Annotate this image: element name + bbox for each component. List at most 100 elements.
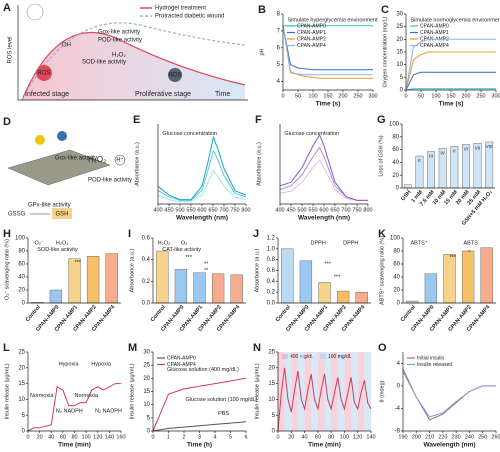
annotation: Simulate hyperglycemia environment — [288, 18, 379, 24]
bar — [86, 256, 100, 304]
x-tick-label: 550 — [186, 207, 195, 213]
gsh-box — [52, 208, 72, 219]
series-line — [157, 149, 247, 201]
y-label: ROS level — [8, 36, 14, 63]
band — [324, 352, 332, 431]
y-tick-label: 5 — [147, 415, 151, 421]
bar — [443, 254, 456, 304]
x-tick-label: 120 — [93, 434, 102, 440]
diagram-a: A ROS level Hydrogel treatment Protracte… — [3, 2, 248, 101]
x-tick-label: 50 — [295, 93, 301, 99]
y-tick-label: 5 — [272, 413, 276, 419]
y-tick-label: 25 — [396, 24, 403, 30]
x-axis-label: Time (s) — [439, 101, 464, 108]
treatment-curve — [21, 31, 246, 101]
series-line — [279, 146, 368, 201]
y-tick-label: 4 — [277, 79, 281, 85]
annotation: ** — [204, 268, 209, 274]
bar — [211, 273, 225, 304]
y-tick-label: 25 — [18, 350, 25, 356]
x-tick-label: 600 — [319, 207, 328, 213]
enzyme-icon — [57, 131, 67, 141]
y-tick-label: 20 — [268, 365, 275, 371]
panel: L Insulin release (μg/mL) 0 5 10 15 20 25 0 20 40 6… — [3, 342, 126, 449]
series-line — [27, 383, 121, 432]
annotation: *** — [450, 255, 457, 261]
annotation: O₂ — [181, 241, 187, 247]
bar — [318, 282, 331, 304]
x-tick-label: 200 — [338, 93, 347, 99]
y-tick-label: 0 — [397, 301, 401, 307]
x-tick-label: 0 — [151, 434, 154, 440]
annotation: Glucose solution (400 mg/dL) — [167, 367, 239, 373]
x-tick-label: 100 — [431, 93, 440, 99]
legend-label: 100 mg/dL — [328, 354, 352, 360]
axis — [27, 238, 121, 304]
x-tick-label: 650 — [330, 207, 339, 213]
y-tick-label: 0.8 — [267, 257, 276, 263]
x-tick-label: 100 — [82, 434, 91, 440]
y-tick-label: 6 — [277, 45, 281, 51]
y-tick-label: 15 — [143, 389, 150, 395]
annotation: Hypoxia — [91, 361, 112, 367]
x-tick-label: 100 — [340, 434, 349, 440]
band — [284, 352, 292, 431]
y-axis-label: Loss of GSH (%) — [378, 135, 384, 176]
panel-letter: B — [258, 4, 266, 16]
bar-label: IV — [441, 151, 445, 156]
bar — [49, 289, 63, 304]
y-tick-label: 0.6 — [267, 268, 276, 274]
ros-bubble — [168, 68, 182, 82]
panel-letter: F — [255, 114, 262, 126]
y-tick-label: 0 — [400, 88, 404, 94]
panel: E Absorbance (a.u.) 400 450 500 550 600 650 700 7… — [133, 114, 251, 222]
bar — [424, 273, 438, 304]
panel-letter: K — [378, 228, 386, 240]
panel-letter: L — [3, 342, 10, 354]
x-tick-label: 230 — [452, 434, 461, 440]
y-axis-label: Insulin release (μg/mL) — [254, 363, 260, 419]
x-tick-label: 140 — [105, 434, 114, 440]
y-tick-label: 25 — [268, 350, 275, 356]
annotation: DPPH· — [311, 241, 328, 247]
x-tick-label: 500 — [175, 207, 184, 213]
x-tick-label: Control — [400, 304, 417, 323]
x-tick-label: 400 — [153, 207, 162, 213]
series-line — [279, 159, 368, 201]
legend-label: CPAN-AMP0 — [167, 355, 196, 361]
x-tick-label: 60 — [60, 434, 66, 440]
x-axis-label: Wavelength (nm) — [176, 215, 228, 222]
y-tick-label: 0 — [397, 383, 401, 389]
series-line — [402, 371, 496, 418]
x-tick-label: Control — [25, 304, 42, 323]
label: SOD-like activity — [82, 60, 126, 66]
y-tick-label: 8 — [277, 12, 281, 18]
bar — [461, 250, 475, 304]
y-tick-label: 100 — [15, 236, 26, 242]
y-tick-label: -8 — [395, 429, 401, 435]
label: Time — [215, 91, 230, 98]
label: Gox-like activity — [98, 30, 140, 36]
y-tick-label: 0.2 — [142, 279, 151, 285]
y-tick-label: 5 — [400, 75, 404, 81]
x-tick-label: 100 — [308, 93, 317, 99]
x-tick-label: 50 — [418, 93, 424, 99]
x-tick-label: 120 — [353, 434, 362, 440]
y-tick-label: 20 — [392, 173, 399, 179]
annotation: SOD-like activity — [37, 247, 78, 253]
annotation: ·O₂⁻ — [33, 241, 44, 247]
x-tick-label: 0 — [404, 93, 407, 99]
y-axis-label: Absorbance (a.u.) — [134, 142, 140, 186]
y-tick-label: 10 — [18, 397, 25, 403]
y-tick-label: 20 — [143, 376, 150, 382]
bar-label: VI — [464, 147, 468, 152]
legend-label: CPAN-AMP2 — [297, 36, 326, 42]
x-tick-label: 210 — [425, 434, 434, 440]
y-axis-label: θ (mdeg) — [379, 380, 385, 402]
x-axis-label: Time (h) — [187, 442, 212, 449]
bar — [281, 248, 294, 304]
y-tick-label: 15 — [396, 50, 403, 56]
y-tick-label: 30 — [143, 350, 150, 356]
